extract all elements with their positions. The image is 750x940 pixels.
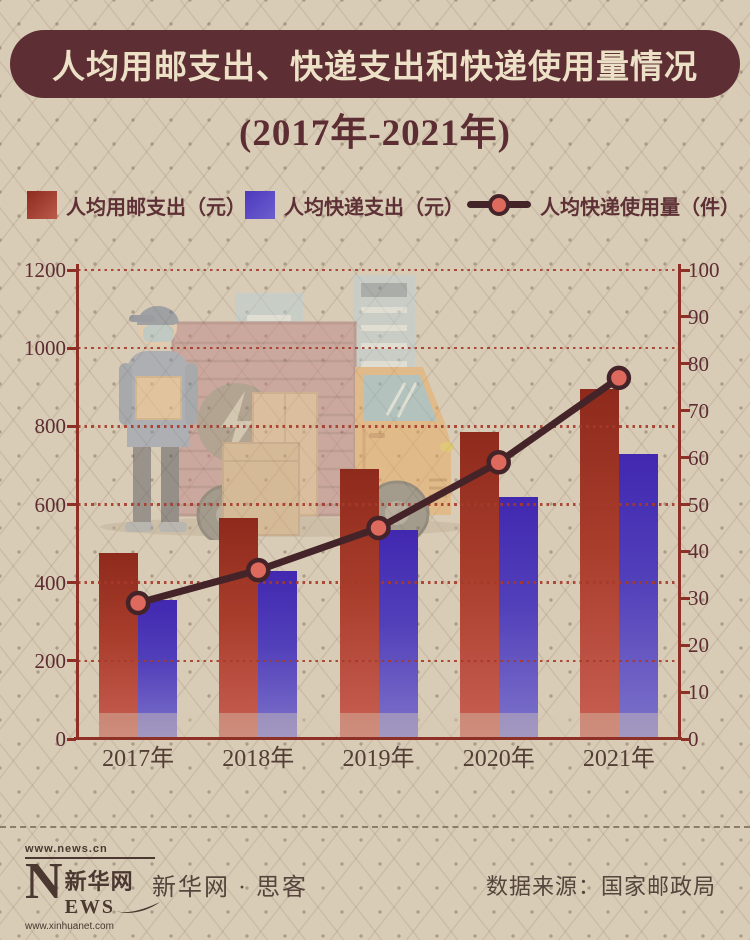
legend-label: 人均快递支出（元） (284, 196, 464, 219)
footer-divider (0, 826, 750, 828)
x-axis-label-2020年: 2020年 (462, 746, 535, 772)
y-axis-tick-right (681, 737, 690, 741)
y-axis-label-left-0: 0 (55, 727, 67, 751)
y-axis-label-right-30: 30 (688, 586, 709, 611)
y-axis-label-left-200: 200 (34, 648, 67, 673)
line-marker-2018年 (246, 557, 271, 583)
bar-postal-2017年 (99, 553, 139, 739)
y-axis-tick-right (681, 456, 690, 460)
y-axis-label-right-60: 60 (688, 445, 709, 470)
gridline-800 (78, 425, 679, 428)
legend-item-usage: 人均快递使用量（件） (467, 191, 740, 219)
x-axis-label-2018年: 2018年 (222, 746, 295, 772)
y-axis-label-left-400: 400 (34, 570, 67, 595)
xinhuanet-logo: www.news.cn N 新华网 EWS www.xinhuanet.com (25, 843, 161, 932)
y-axis-label-right-20: 20 (688, 633, 709, 658)
legend-label: 人均用邮支出（元） (66, 196, 246, 219)
y-axis-tick-left (67, 424, 76, 428)
bar-express-2017年 (138, 600, 178, 739)
y-axis-label-left-1200: 1200 (24, 258, 66, 282)
delivery-illustration (100, 275, 470, 540)
bar-postal-2019年 (339, 469, 379, 739)
bar-postal-2018年 (219, 518, 259, 739)
x-axis-label-2017年: 2017年 (102, 746, 175, 772)
y-axis-tick-right (681, 549, 690, 553)
y-axis-label-right-0: 0 (688, 727, 699, 751)
legend-item-postal: 人均用邮支出（元） (27, 191, 246, 219)
page-subtitle: (2017年-2021年) (239, 113, 511, 154)
legend-swatch-red (27, 191, 57, 219)
legend-label: 人均快递使用量（件） (540, 196, 740, 219)
logo-swoosh-icon (116, 901, 161, 913)
y-axis-label-left-600: 600 (34, 492, 67, 517)
gridline-600 (78, 503, 679, 506)
y-axis-tick-right (681, 362, 690, 366)
gridline-1000 (78, 346, 679, 350)
line-marker-2019年 (366, 515, 391, 541)
x-axis-line (74, 737, 682, 740)
plot-area (78, 268, 679, 739)
y-axis-label-right-90: 90 (688, 304, 709, 329)
bar-postal-2021年 (579, 389, 619, 739)
y-axis-label-right-80: 80 (688, 351, 709, 376)
y-axis-tick-left (67, 581, 76, 585)
y-axis-tick-right (681, 643, 690, 647)
y-axis-tick-left (67, 503, 76, 506)
bar-express-2019年 (378, 529, 418, 739)
line-marker-2021年 (606, 365, 632, 391)
gridline-400 (78, 581, 679, 584)
legend-swatch-blue (245, 191, 275, 219)
page-title: 人均用邮支出、快递支出和快递使用量情况 (52, 50, 698, 86)
logo-letters-ews: EWS (64, 896, 116, 918)
y-axis-label-right-10: 10 (688, 680, 709, 705)
y-axis-label-right-100: 100 (688, 258, 720, 282)
gridline-1200 (78, 268, 679, 272)
legend-line-marker-icon (467, 191, 531, 219)
y-axis-tick-right (681, 690, 690, 694)
y-axis-tick-left (67, 346, 76, 350)
legend-item-express: 人均快递支出（元） (245, 191, 464, 219)
y-axis-tick-left (67, 659, 76, 663)
y-axis-label-left-1000: 1000 (24, 336, 66, 361)
brand-text: 新华网 · 思客 (152, 875, 308, 901)
bar-express-2021年 (618, 453, 658, 739)
y-axis-tick-right (681, 503, 690, 506)
y-axis-tick-right (681, 596, 690, 600)
y-axis-left (75, 264, 79, 740)
floor-haze (78, 713, 679, 739)
y-axis-tick-left (67, 737, 76, 741)
y-axis-right (677, 264, 681, 740)
y-axis-tick-right (681, 268, 690, 272)
data-source-text: 数据来源：国家邮政局 (485, 874, 716, 899)
y-axis-tick-left (67, 268, 76, 272)
usage-trend-line (125, 365, 632, 616)
x-axis-label-2019年: 2019年 (342, 746, 415, 772)
x-axis-label-2021年: 2021年 (582, 746, 655, 772)
logo-url-bottom: www.xinhuanet.com (25, 921, 114, 932)
y-axis-tick-right (681, 315, 690, 319)
line-marker-2017年 (125, 590, 151, 616)
y-axis-label-right-70: 70 (688, 398, 709, 423)
logo-letter-n: N (25, 853, 63, 910)
logo-url-top: www.news.cn (25, 843, 155, 859)
gridline-200 (78, 659, 679, 663)
title-banner: 人均用邮支出、快递支出和快递使用量情况 (10, 30, 740, 98)
y-axis-label-left-800: 800 (34, 414, 67, 439)
bar-express-2018年 (258, 570, 298, 739)
logo-chinese-name: 新华网 (64, 869, 134, 894)
y-axis-tick-right (681, 409, 690, 413)
y-axis-label-right-50: 50 (688, 492, 709, 517)
bar-express-2020年 (498, 496, 538, 739)
y-axis-label-right-40: 40 (688, 539, 709, 564)
line-marker-2020年 (486, 450, 511, 475)
